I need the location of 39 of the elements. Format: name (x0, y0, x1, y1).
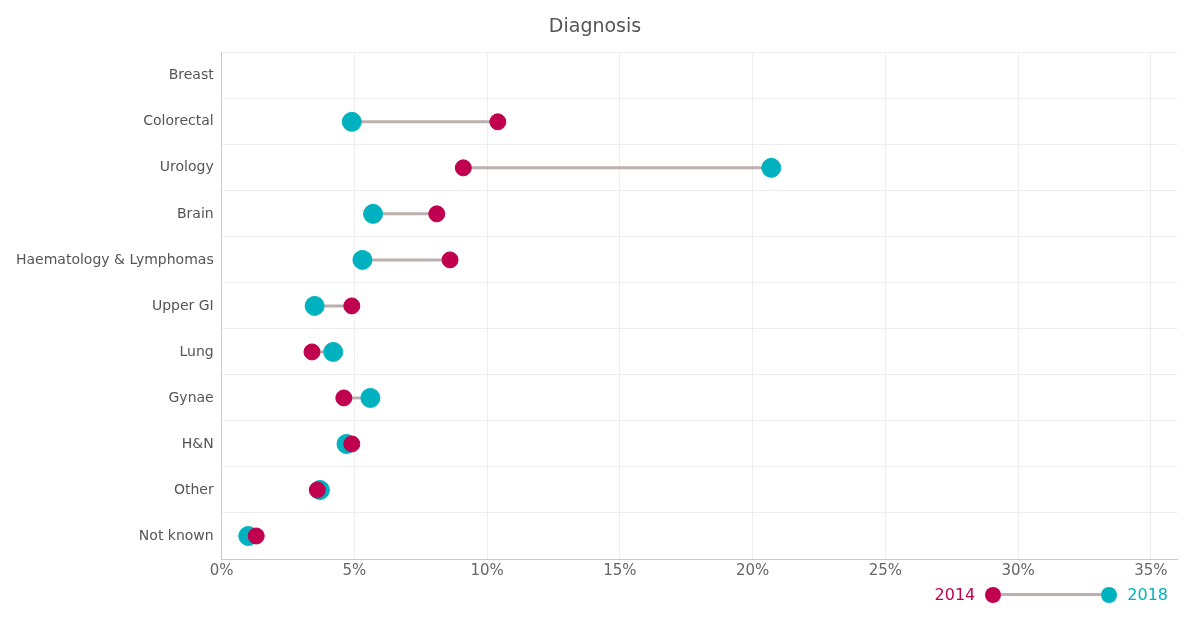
point (247, 527, 265, 545)
y-tick-label: Urology (159, 158, 214, 175)
point (341, 111, 362, 132)
text: 2014 (934, 585, 976, 604)
y-tick-label: Upper GI (151, 296, 214, 313)
point (454, 159, 472, 177)
point (303, 343, 321, 361)
point (308, 481, 326, 499)
x-tick-label: 15% (603, 560, 637, 579)
y-tick-label: Haematology & Lymphomas (15, 250, 214, 267)
point (335, 389, 353, 407)
y-tick-label: Lung (179, 342, 214, 359)
y-tick-label: Other (173, 480, 214, 497)
x-tick-label: 20% (736, 560, 770, 579)
point (441, 251, 459, 269)
point (363, 203, 384, 224)
y-tick-label: Colorectal (143, 112, 214, 129)
legend-label: 2018 (1127, 585, 1168, 604)
point (761, 157, 782, 178)
x-tick-label: 5% (342, 560, 367, 579)
y-tick-label: Breast (168, 66, 215, 83)
x-tick-label: 25% (868, 560, 903, 579)
x-tick-label: 30% (1001, 560, 1035, 579)
x-tick-label: 10% (470, 560, 504, 579)
x-tick-label: 35% (1134, 560, 1168, 579)
point (360, 387, 381, 408)
point (489, 113, 507, 131)
y-tick-label: H&N (181, 434, 214, 451)
y-tick-label: Not known (138, 526, 214, 543)
point (428, 205, 446, 223)
y-tick-label: Gynae (168, 388, 214, 405)
point (352, 249, 373, 270)
x-tick-label: 0% (209, 560, 234, 579)
point (323, 341, 344, 362)
y-tick-label: Brain (177, 204, 214, 221)
point (304, 295, 325, 316)
point (343, 435, 361, 453)
point (343, 297, 361, 315)
chart-title: Diagnosis (548, 14, 642, 37)
